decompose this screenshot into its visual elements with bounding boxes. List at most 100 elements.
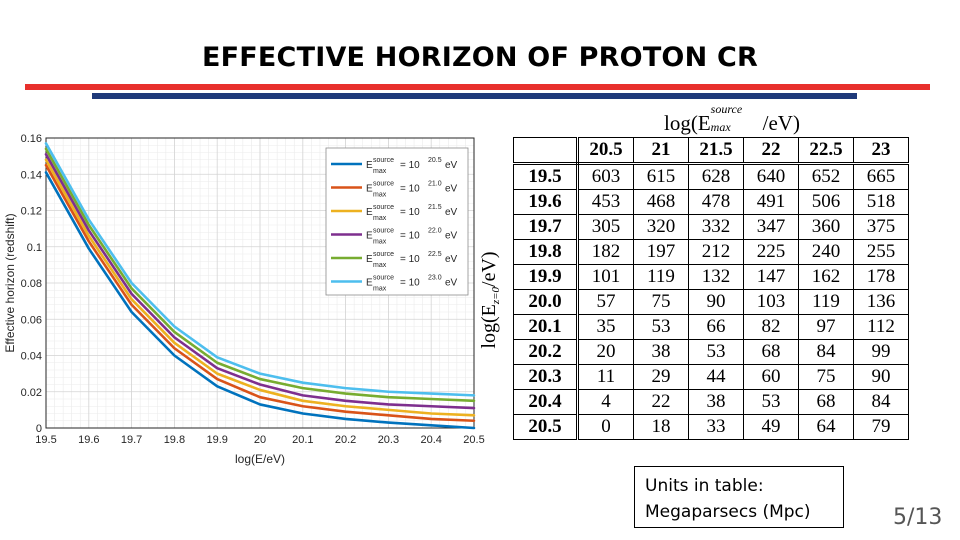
table-cell: 97 — [798, 314, 854, 340]
legend-eq: = 10 — [400, 254, 420, 265]
table-cell: 49 — [743, 414, 799, 440]
table-cell: 119 — [633, 264, 689, 290]
legend-sub: max — [373, 168, 387, 175]
legend-exp: 22.5 — [428, 251, 442, 258]
x-axis-label: log(E/eV) — [235, 452, 285, 466]
table-cell: 53 — [743, 389, 799, 415]
x-tick-label: 19.9 — [206, 434, 227, 446]
table-ylabel-tail: /eV) — [478, 251, 500, 287]
table-row-header: 19.6 — [513, 189, 579, 215]
table-cell: 44 — [688, 364, 744, 390]
table-cell: 615 — [633, 163, 689, 190]
legend-unit: eV — [445, 184, 458, 195]
horizon-line-chart: 19.5 19.6 19.7 19.8 19.9 20 20.1 20.2 20.3 20.4 20… — [0, 128, 490, 473]
legend-eq: = 10 — [400, 278, 420, 289]
table-cell: 225 — [743, 239, 799, 265]
table-row-header: 19.5 — [513, 163, 579, 190]
legend-box — [325, 147, 469, 296]
table-cell: 60 — [743, 364, 799, 390]
legend-sub: max — [373, 215, 387, 222]
legend-e: E — [366, 160, 373, 171]
legend-exp: 22.0 — [428, 228, 442, 235]
series-line-20-5 — [44, 171, 476, 430]
table-row-header: 20.4 — [513, 389, 579, 415]
legend-sup: source — [373, 275, 394, 282]
table-cell: 4 — [577, 389, 634, 415]
table-cell: 0 — [577, 414, 634, 440]
table-cell: 506 — [798, 189, 854, 215]
legend-e: E — [366, 207, 373, 218]
x-tick-label: 19.7 — [121, 434, 142, 446]
y-tick-label: 0.06 — [21, 314, 42, 326]
legend-sub: max — [373, 192, 387, 199]
y-tick-label: 0.16 — [21, 133, 42, 145]
legend-eq: = 10 — [400, 207, 420, 218]
table-title-sup: source — [710, 102, 743, 116]
legend-e: E — [366, 184, 373, 195]
table-cell: 255 — [853, 239, 909, 265]
table-cell: 360 — [798, 214, 854, 240]
table-cell: 332 — [688, 214, 744, 240]
table-title-base: log(E — [664, 111, 711, 135]
table-column-header: 22.5 — [798, 137, 854, 165]
y-tick-label: 0.02 — [21, 387, 42, 399]
table-cell: 112 — [853, 314, 909, 340]
x-tick-label: 20.5 — [463, 434, 484, 446]
x-tick-label: 19.5 — [35, 434, 56, 446]
legend-e: E — [366, 278, 373, 289]
series-line-22-5 — [44, 147, 476, 403]
table-cell: 75 — [633, 289, 689, 315]
table-cell: 90 — [853, 364, 909, 390]
table-cell: 665 — [853, 163, 909, 190]
units-note-line1: Units in table: — [645, 476, 764, 496]
series-line-21-0 — [44, 163, 476, 423]
slide-title: EFFECTIVE HORIZON OF PROTON CR — [201, 42, 758, 73]
table-cell: 53 — [633, 314, 689, 340]
table-row: 19.7 305 320 332 347 360 375 — [513, 214, 909, 240]
table-cell: 603 — [577, 163, 634, 190]
table-cell: 320 — [633, 214, 689, 240]
table-row: 19.5 603 615 628 640 652 665 — [513, 163, 909, 190]
table-row-header: 20.5 — [513, 414, 579, 440]
table-cell: 628 — [688, 163, 744, 190]
y-tick-label: 0.14 — [21, 169, 42, 181]
table-column-header: 20.5 — [577, 137, 634, 165]
legend-eq: = 10 — [400, 231, 420, 242]
legend-sub: max — [373, 239, 387, 246]
legend-e: E — [366, 254, 373, 265]
table-row-header: 20.0 — [513, 289, 579, 315]
legend-sup: source — [373, 228, 394, 235]
y-tick-label: 0 — [36, 423, 42, 435]
table-row: 20.0 57 75 90 103 119 136 — [513, 289, 909, 315]
y-tick-label: 0.1 — [27, 242, 42, 254]
table-cell: 375 — [853, 214, 909, 240]
table-row-header: 19.8 — [513, 239, 579, 265]
table-cell: 75 — [798, 364, 854, 390]
table-cell: 90 — [688, 289, 744, 315]
table-cell: 22 — [633, 389, 689, 415]
table-cell: 99 — [853, 339, 909, 365]
table-corner-cell — [513, 137, 579, 165]
table-column-header: 21.5 — [688, 137, 744, 165]
table-cell: 182 — [577, 239, 634, 265]
table-row-header: 20.2 — [513, 339, 579, 365]
legend-sup: source — [373, 181, 394, 188]
series-line-21-5 — [44, 158, 476, 417]
table-row: 20.2 20 38 53 68 84 99 — [513, 339, 909, 365]
plot-frame — [45, 137, 475, 429]
legend-e: E — [366, 231, 373, 242]
table-cell: 35 — [577, 314, 634, 340]
table-cell: 240 — [798, 239, 854, 265]
table-cell: 29 — [633, 364, 689, 390]
table-column-axis-title: log(E source max/eV) — [664, 102, 800, 136]
table-cell: 33 — [688, 414, 744, 440]
legend-unit: eV — [445, 160, 458, 171]
legend-sup: source — [373, 157, 394, 164]
legend-unit: eV — [445, 254, 458, 265]
legend-sub: max — [373, 262, 387, 269]
table-column-header: 22 — [743, 137, 799, 165]
table-cell: 57 — [577, 289, 634, 315]
table-cell: 305 — [577, 214, 634, 240]
x-tick-label: 20.3 — [378, 434, 399, 446]
table-cell: 147 — [743, 264, 799, 290]
